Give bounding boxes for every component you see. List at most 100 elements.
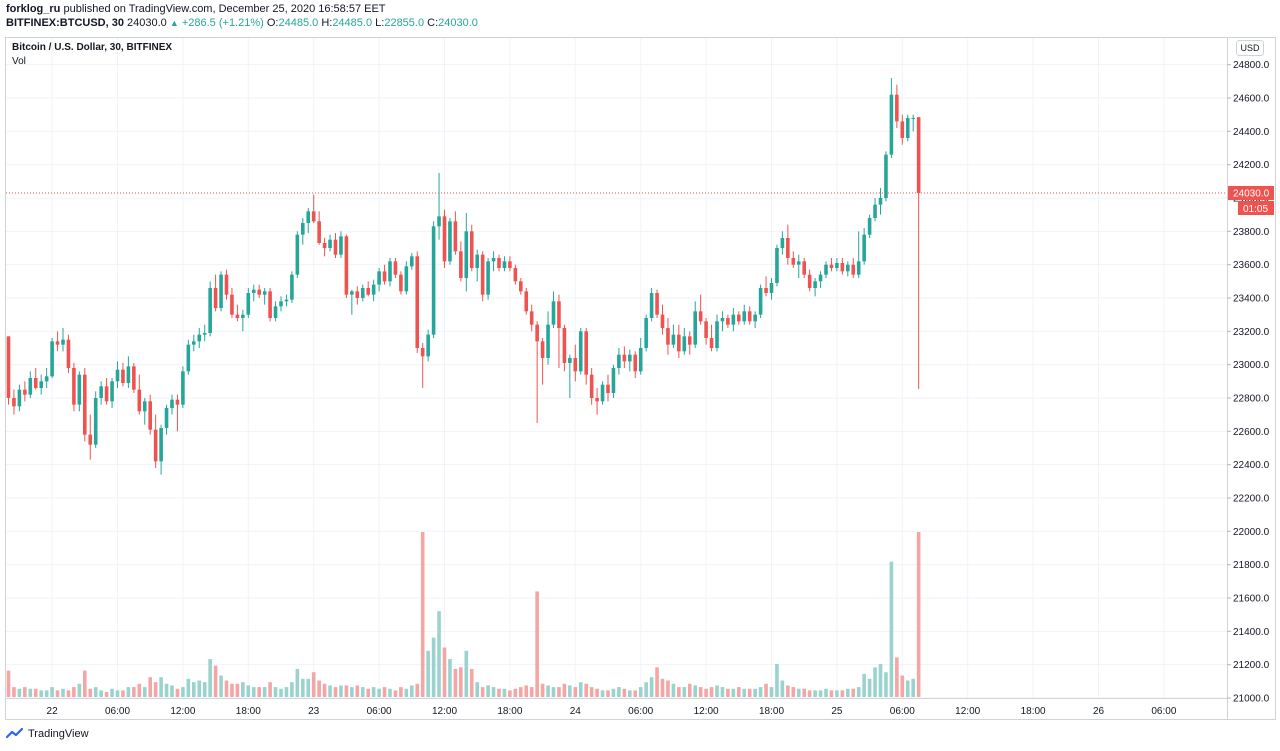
candle-body bbox=[197, 334, 202, 342]
candle-body bbox=[622, 354, 627, 362]
candle-body bbox=[72, 368, 76, 405]
candle-body bbox=[377, 271, 381, 285]
candle-body bbox=[606, 384, 610, 393]
price-tick-label: 23800.0 bbox=[1233, 227, 1270, 238]
candle-body bbox=[557, 301, 561, 328]
candle-body bbox=[175, 399, 180, 405]
up-triangle-icon: ▲ bbox=[169, 18, 179, 28]
publisher-name[interactable]: forklog_ru bbox=[6, 3, 61, 15]
candle-body bbox=[186, 344, 191, 372]
volume-bar bbox=[153, 682, 158, 697]
candle-body bbox=[709, 338, 714, 348]
time-tick-label: 18:00 bbox=[1021, 706, 1046, 717]
volume-bar bbox=[306, 678, 311, 697]
last-price-badge-label: 24030.0 bbox=[1233, 189, 1270, 200]
time-tick-label: 06:00 bbox=[890, 706, 915, 717]
time-tick-label: 18:00 bbox=[759, 706, 784, 717]
volume-bar bbox=[279, 688, 283, 697]
volume-bar bbox=[17, 688, 22, 697]
high-value: 24485.0 bbox=[332, 17, 373, 29]
volume-bar bbox=[50, 687, 54, 697]
candle-body bbox=[339, 236, 343, 255]
candle-body bbox=[393, 261, 398, 275]
time-tick-label: 25 bbox=[831, 706, 843, 717]
candle-body bbox=[704, 321, 708, 338]
volume-bar bbox=[769, 687, 774, 697]
volume-bar bbox=[371, 687, 376, 697]
volume-bar bbox=[44, 690, 49, 697]
volume-bar bbox=[23, 687, 27, 697]
candle-body bbox=[28, 378, 33, 395]
volume-bar bbox=[791, 687, 796, 697]
price-tick-label: 21400.0 bbox=[1233, 627, 1270, 638]
candle-body bbox=[589, 374, 594, 398]
candle-body bbox=[720, 318, 725, 322]
candle-body bbox=[153, 429, 158, 462]
candle-body bbox=[813, 281, 817, 288]
time-tick-label: 06:00 bbox=[105, 706, 130, 717]
volume-bar bbox=[344, 685, 349, 697]
candle-body bbox=[660, 314, 665, 328]
volume-bar bbox=[93, 687, 98, 697]
candle-body bbox=[295, 234, 300, 275]
candle-body bbox=[88, 434, 93, 445]
volume-bar bbox=[377, 688, 381, 697]
candle-body bbox=[224, 274, 229, 295]
volume-bar bbox=[709, 687, 714, 697]
price-tick-label: 22200.0 bbox=[1233, 494, 1270, 505]
candle-body bbox=[431, 226, 436, 335]
candle-body bbox=[628, 354, 632, 362]
volume-bar bbox=[742, 688, 747, 697]
candle-body bbox=[786, 238, 790, 258]
candle-body bbox=[126, 366, 131, 383]
candle-body bbox=[426, 334, 430, 357]
volume-bar bbox=[562, 683, 567, 697]
candle-body bbox=[764, 288, 768, 293]
volume-bar bbox=[573, 687, 578, 697]
volume-bar bbox=[197, 680, 202, 697]
volume-bar bbox=[737, 687, 741, 697]
candle-body bbox=[878, 198, 883, 205]
volume-bar bbox=[273, 687, 278, 697]
volume-bar bbox=[720, 687, 725, 697]
price-tick-label: 21200.0 bbox=[1233, 660, 1270, 671]
candle-body bbox=[884, 154, 888, 198]
candle-body bbox=[246, 293, 251, 315]
volume-bar bbox=[295, 668, 300, 697]
footer-brand[interactable]: TradingView bbox=[6, 728, 89, 740]
price-tick-label: 23200.0 bbox=[1233, 327, 1270, 338]
volume-bar bbox=[884, 672, 888, 697]
time-tick-label: 24 bbox=[570, 706, 582, 717]
volume-bar bbox=[546, 685, 550, 697]
symbol: BITFINEX:BTCUSD, 30 bbox=[6, 17, 124, 29]
volume-bar bbox=[758, 687, 763, 697]
candle-body bbox=[546, 324, 550, 358]
candle-body bbox=[66, 339, 71, 368]
currency-button[interactable]: USD bbox=[1236, 40, 1264, 56]
volume-bar bbox=[856, 687, 861, 697]
volume-bar bbox=[862, 673, 866, 697]
candle-body bbox=[469, 231, 474, 268]
volume-bar bbox=[213, 665, 218, 697]
volume-bar bbox=[164, 683, 169, 697]
volume-bar bbox=[464, 650, 469, 697]
chart-legend-title: Bitcoin / U.S. Dollar, 30, BITFINEX bbox=[12, 42, 173, 53]
time-tick-label: 23 bbox=[308, 706, 320, 717]
volume-bar bbox=[551, 687, 556, 697]
candle-body bbox=[83, 374, 87, 435]
candle-body bbox=[50, 341, 54, 377]
volume-bar bbox=[513, 688, 518, 697]
price-tick-label: 21800.0 bbox=[1233, 560, 1270, 571]
volume-bar bbox=[148, 677, 152, 697]
volume-bar bbox=[584, 683, 588, 697]
candle-body bbox=[551, 301, 556, 325]
candle-body bbox=[911, 118, 915, 119]
candle-body bbox=[873, 204, 877, 218]
last-price: 24030.0 bbox=[127, 17, 167, 29]
candle-body bbox=[508, 261, 512, 268]
price-tick-label: 22400.0 bbox=[1233, 460, 1270, 471]
candle-body bbox=[284, 299, 289, 302]
candle-body bbox=[371, 284, 376, 295]
volume-bar bbox=[829, 690, 834, 697]
